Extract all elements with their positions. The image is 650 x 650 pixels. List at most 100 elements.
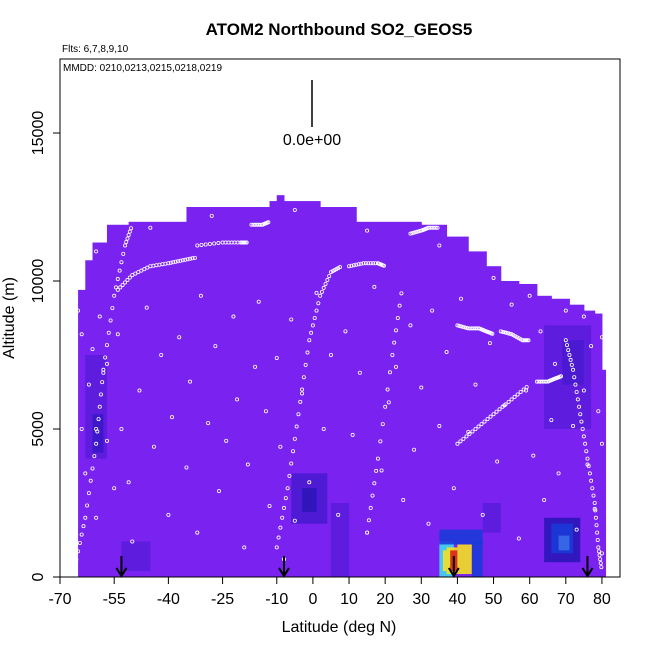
sample-point-59 — [365, 530, 370, 535]
track-point-1 — [171, 260, 176, 265]
sample-point-24 — [151, 444, 156, 449]
track-point-0 — [98, 392, 103, 397]
track-point-12 — [594, 523, 599, 528]
sample-point-80 — [509, 302, 514, 307]
track-point-0 — [129, 226, 134, 231]
track-point-10 — [534, 379, 539, 384]
sample-point-62 — [386, 400, 391, 405]
sample-point-78 — [495, 459, 500, 464]
track-point-4 — [316, 301, 321, 306]
anomaly-cell-1 — [92, 414, 104, 453]
track-point-7 — [435, 225, 440, 230]
sample-point-108 — [527, 293, 532, 298]
sample-point-15 — [104, 438, 109, 443]
sample-point-67 — [419, 385, 424, 390]
track-point-0 — [83, 515, 88, 520]
track-point-7 — [413, 230, 418, 235]
sample-point-81 — [516, 536, 521, 541]
track-point-2 — [199, 242, 204, 247]
track-point-4 — [292, 436, 297, 441]
sample-point-50 — [300, 391, 305, 396]
sample-point-48 — [289, 317, 294, 322]
x-tick-label: 70 — [557, 591, 575, 608]
anomaly-cell-7 — [442, 550, 447, 572]
track-point-1 — [125, 278, 130, 283]
sample-point-55 — [336, 512, 341, 517]
sample-point-94 — [589, 344, 594, 349]
anomaly-cell-4 — [330, 503, 350, 577]
field-column-15 — [486, 266, 502, 577]
sample-point-90 — [571, 424, 576, 429]
sample-point-88 — [556, 471, 561, 476]
track-point-12 — [590, 486, 595, 491]
sample-point-56 — [343, 329, 348, 334]
track-point-7 — [430, 225, 435, 230]
track-point-1 — [145, 265, 150, 270]
field-column-12 — [421, 224, 448, 577]
x-tick-label: -25 — [211, 591, 234, 608]
sample-point-12 — [94, 515, 99, 520]
track-point-7 — [408, 231, 413, 236]
track-point-12 — [565, 343, 570, 348]
track-point-11 — [518, 389, 523, 394]
track-point-6 — [375, 456, 380, 461]
heatmap-anomalies — [85, 325, 592, 577]
x-tick-label: 20 — [376, 591, 394, 608]
track-point-6 — [368, 505, 373, 510]
track-point-7 — [415, 229, 420, 234]
track-point-12 — [592, 500, 597, 505]
track-point-0 — [76, 549, 81, 554]
track-point-4 — [281, 505, 286, 510]
track-point-0 — [90, 466, 95, 471]
track-point-0 — [79, 532, 84, 537]
x-tick-label: -55 — [103, 591, 126, 608]
track-point-0 — [104, 343, 109, 348]
sample-point-41 — [253, 364, 258, 369]
track-point-6 — [380, 422, 385, 427]
sample-point-70 — [437, 424, 442, 429]
track-point-4 — [321, 285, 326, 290]
track-point-8 — [471, 326, 476, 331]
sample-point-2 — [72, 486, 77, 491]
field-column-4 — [128, 221, 187, 577]
track-point-9 — [522, 338, 527, 343]
sample-point-0 — [72, 569, 77, 574]
anomaly-cell-15 — [558, 535, 570, 551]
track-point-9 — [505, 331, 510, 336]
sample-point-63 — [393, 364, 398, 369]
sample-point-105 — [365, 228, 370, 233]
track-point-11 — [470, 429, 475, 434]
track-point-9 — [504, 330, 509, 335]
x-axis: -70 -55 -40 -25 -10 0 10 20 30 40 50 60 70 80 — [48, 577, 611, 608]
track-point-12 — [580, 426, 585, 431]
track-point-7 — [433, 225, 438, 230]
sample-point-84 — [538, 329, 543, 334]
sample-point-85 — [542, 498, 547, 503]
track-point-4 — [289, 461, 294, 466]
sample-point-31 — [195, 530, 200, 535]
track-point-1 — [176, 259, 181, 264]
sample-point-28 — [177, 335, 182, 340]
track-point-0 — [117, 268, 122, 273]
sample-point-18 — [115, 332, 120, 337]
track-point-12 — [593, 515, 598, 520]
sample-point-9 — [86, 382, 91, 387]
sample-point-66 — [412, 447, 417, 452]
track-point-5 — [363, 261, 368, 266]
track-point-8 — [466, 326, 471, 331]
track-point-5 — [354, 262, 359, 267]
y-axis: 0 5000 10000 15000 — [30, 111, 60, 581]
sample-point-29 — [184, 465, 189, 470]
track-point-6 — [372, 481, 377, 486]
track-point-1 — [190, 256, 195, 261]
field-column-8 — [276, 195, 285, 577]
sample-point-38 — [235, 397, 240, 402]
sample-point-54 — [328, 352, 333, 357]
track-point-4 — [303, 362, 308, 367]
track-point-0 — [100, 380, 105, 385]
track-point-1 — [192, 255, 197, 260]
track-point-1 — [127, 275, 132, 280]
field-column-7 — [269, 201, 278, 577]
sample-point-107 — [491, 276, 496, 281]
sample-point-17 — [112, 486, 117, 491]
